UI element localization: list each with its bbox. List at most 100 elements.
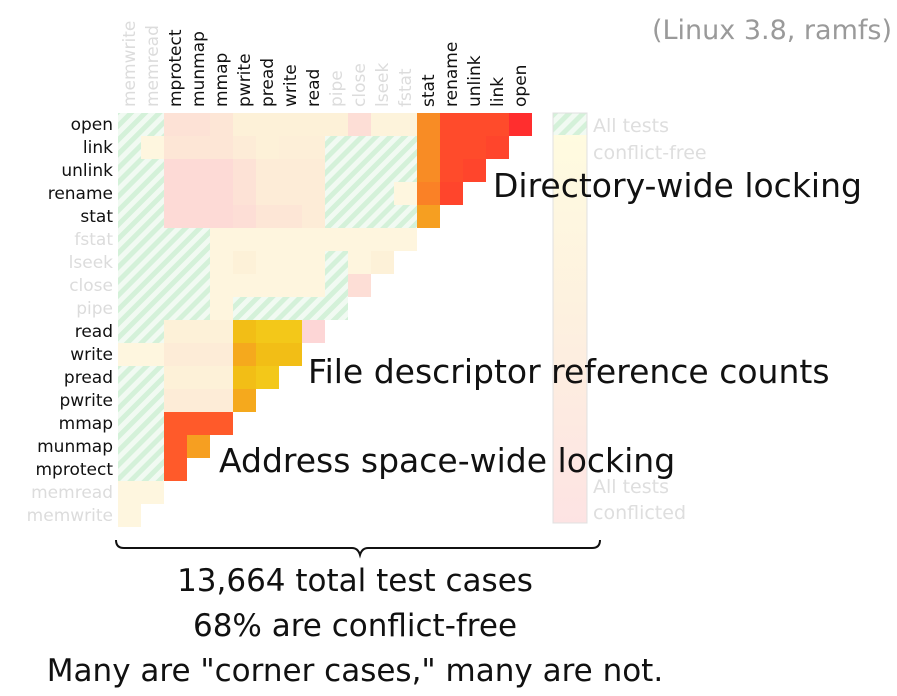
cell-lseek-pwrite — [233, 251, 256, 274]
cell-munmap-mprotect — [164, 435, 187, 458]
cell-close-mmap — [210, 274, 233, 297]
column-label-pread: pread — [258, 58, 278, 107]
cell-open-fstat — [394, 113, 417, 136]
row-label-munmap: munmap — [37, 437, 113, 457]
cell-close-mprotect — [164, 274, 187, 297]
cell-close-pipe — [325, 274, 348, 297]
cell-link-write — [279, 136, 302, 159]
annotation-directory-locking: Directory-wide locking — [493, 166, 862, 205]
cell-open-pread — [256, 113, 279, 136]
cell-unlink-munmap — [187, 159, 210, 182]
cell-rename-rename — [440, 182, 463, 205]
cell-mmap-munmap — [187, 412, 210, 435]
info-label: (Linux 3.8, ramfs) — [652, 15, 892, 46]
cell-rename-memread — [141, 182, 164, 205]
cell-link-fstat — [394, 136, 417, 159]
column-label-open: open — [511, 65, 531, 107]
legend-top-label-1: All tests — [593, 115, 669, 137]
cell-rename-fstat — [394, 182, 417, 205]
cell-stat-write — [279, 205, 302, 228]
cell-rename-mprotect — [164, 182, 187, 205]
column-label-memread: memread — [143, 25, 163, 107]
cell-open-open — [509, 113, 532, 136]
cell-rename-munmap — [187, 182, 210, 205]
cell-open-write — [279, 113, 302, 136]
cell-pread-mmap — [210, 366, 233, 389]
legend-top-label-2: conflict-free — [593, 142, 707, 164]
column-label-mmap: mmap — [212, 53, 232, 107]
cell-open-pipe — [325, 113, 348, 136]
summary-line-1: 13,664 total test cases — [177, 563, 533, 599]
cell-unlink-lseek — [371, 159, 394, 182]
cell-read-munmap — [187, 320, 210, 343]
legend-bottom-label-1: All tests — [593, 476, 669, 498]
cell-lseek-mmap — [210, 251, 233, 274]
cell-pipe-memread — [141, 297, 164, 320]
cell-stat-lseek — [371, 205, 394, 228]
cell-munmap-memwrite — [118, 435, 141, 458]
column-label-close: close — [350, 63, 370, 107]
row-label-unlink: unlink — [61, 161, 113, 181]
cell-mmap-mmap — [210, 412, 233, 435]
cell-fstat-memwrite — [118, 228, 141, 251]
row-label-pipe: pipe — [76, 299, 113, 319]
cell-read-write — [279, 320, 302, 343]
cell-pread-memread — [141, 366, 164, 389]
cell-close-close — [348, 274, 371, 297]
cell-rename-read — [302, 182, 325, 205]
cell-stat-fstat — [394, 205, 417, 228]
cell-munmap-munmap — [187, 435, 210, 458]
cell-link-pipe — [325, 136, 348, 159]
cell-mprotect-mprotect — [164, 458, 187, 481]
cell-mprotect-memwrite — [118, 458, 141, 481]
cell-read-mprotect — [164, 320, 187, 343]
cell-pwrite-memwrite — [118, 389, 141, 412]
legend-frame — [552, 112, 588, 524]
cell-link-link — [486, 136, 509, 159]
cell-link-munmap — [187, 136, 210, 159]
cell-write-memread — [141, 343, 164, 366]
cell-write-munmap — [187, 343, 210, 366]
cell-lseek-pread — [256, 251, 279, 274]
cell-memread-memread — [141, 481, 164, 504]
cell-close-pwrite — [233, 274, 256, 297]
cell-open-munmap — [187, 113, 210, 136]
cell-fstat-mprotect — [164, 228, 187, 251]
cell-stat-munmap — [187, 205, 210, 228]
cell-close-munmap — [187, 274, 210, 297]
cell-pread-munmap — [187, 366, 210, 389]
row-label-open: open — [71, 115, 113, 135]
row-label-pwrite: pwrite — [59, 391, 113, 411]
row-label-link: link — [83, 138, 113, 158]
cell-lseek-munmap — [187, 251, 210, 274]
row-label-close: close — [69, 276, 113, 296]
cell-pread-pwrite — [233, 366, 256, 389]
cell-stat-read — [302, 205, 325, 228]
cell-rename-mmap — [210, 182, 233, 205]
cell-unlink-unlink — [463, 159, 486, 182]
cell-pwrite-mmap — [210, 389, 233, 412]
summary-brace — [115, 539, 601, 559]
cell-unlink-rename — [440, 159, 463, 182]
cell-stat-pwrite — [233, 205, 256, 228]
cell-write-pread — [256, 343, 279, 366]
cell-write-mmap — [210, 343, 233, 366]
cell-link-pwrite — [233, 136, 256, 159]
cell-read-mmap — [210, 320, 233, 343]
cell-lseek-memread — [141, 251, 164, 274]
cell-open-stat — [417, 113, 440, 136]
row-label-stat: stat — [80, 207, 113, 227]
cell-open-lseek — [371, 113, 394, 136]
cell-fstat-memread — [141, 228, 164, 251]
cell-open-mprotect — [164, 113, 187, 136]
cell-fstat-pipe — [325, 228, 348, 251]
column-label-munmap: munmap — [189, 31, 209, 107]
row-label-lseek: lseek — [69, 253, 113, 273]
row-label-pread: pread — [64, 368, 113, 388]
cell-fstat-lseek — [371, 228, 394, 251]
cell-rename-pread — [256, 182, 279, 205]
cell-munmap-memread — [141, 435, 164, 458]
cell-rename-stat — [417, 182, 440, 205]
column-label-read: read — [304, 69, 324, 107]
